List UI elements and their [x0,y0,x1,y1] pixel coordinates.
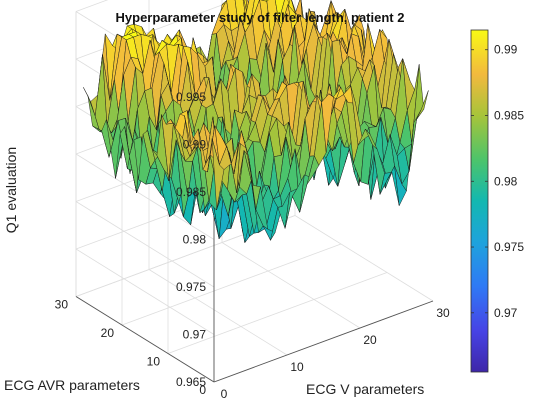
floor-grid-line [167,272,388,354]
z-tick-label: 0.97 [183,328,207,342]
y-tick-label: 0 [199,383,206,397]
z-tick-label: 0.98 [183,233,207,247]
colorbar-tick-label: 0.97 [494,306,518,320]
y-axis-line [75,296,215,383]
x-tick-label: 0 [221,387,228,401]
surface-plot [83,0,429,244]
floor-grid-line [148,269,288,356]
colorbar-gradient [470,29,489,373]
wall-grid-line [75,248,215,335]
wall-grid-line [75,153,215,240]
colorbar-tick-label: 0.99 [494,43,518,57]
floor-grid-line [221,242,361,329]
colorbar-tick-label: 0.98 [494,174,518,188]
y-tick-label: 20 [101,326,115,340]
wall-grid-line [75,201,215,288]
z-tick-label: 0.995 [176,90,206,104]
z-tick-label: 0.965 [176,375,206,389]
z-axis-label: Q1 evaluation [3,147,19,233]
colorbar-tick-label: 0.975 [494,240,524,254]
x-axis-label: ECG V parameters [306,381,424,397]
x-tick-label: 30 [436,306,450,320]
colorbar-tick-label: 0.985 [494,109,524,123]
y-tick-label: 30 [55,298,69,312]
y-tick-label: 10 [147,355,161,369]
axis-ticks: 0.965 0.97 0.975 0.98 0.985 0.99 0.995 0 10 20 30 0… [55,90,450,401]
floor-grid-line [294,215,434,302]
x-tick-label: 10 [290,360,304,374]
z-tick-label: 0.985 [176,185,206,199]
colorbar: 0.97 0.975 0.98 0.985 0.99 [470,29,524,373]
x-axis-line [213,300,434,383]
chart-title: Hyperparameter study of filter length, p… [116,10,405,25]
z-tick-label: 0.99 [183,138,207,152]
x-tick-label: 20 [363,333,377,347]
y-axis-label: ECG AVR parameters [4,377,140,393]
surface-patch [416,90,429,120]
z-tick-label: 0.975 [176,280,206,294]
floor-grid-line [121,243,342,326]
